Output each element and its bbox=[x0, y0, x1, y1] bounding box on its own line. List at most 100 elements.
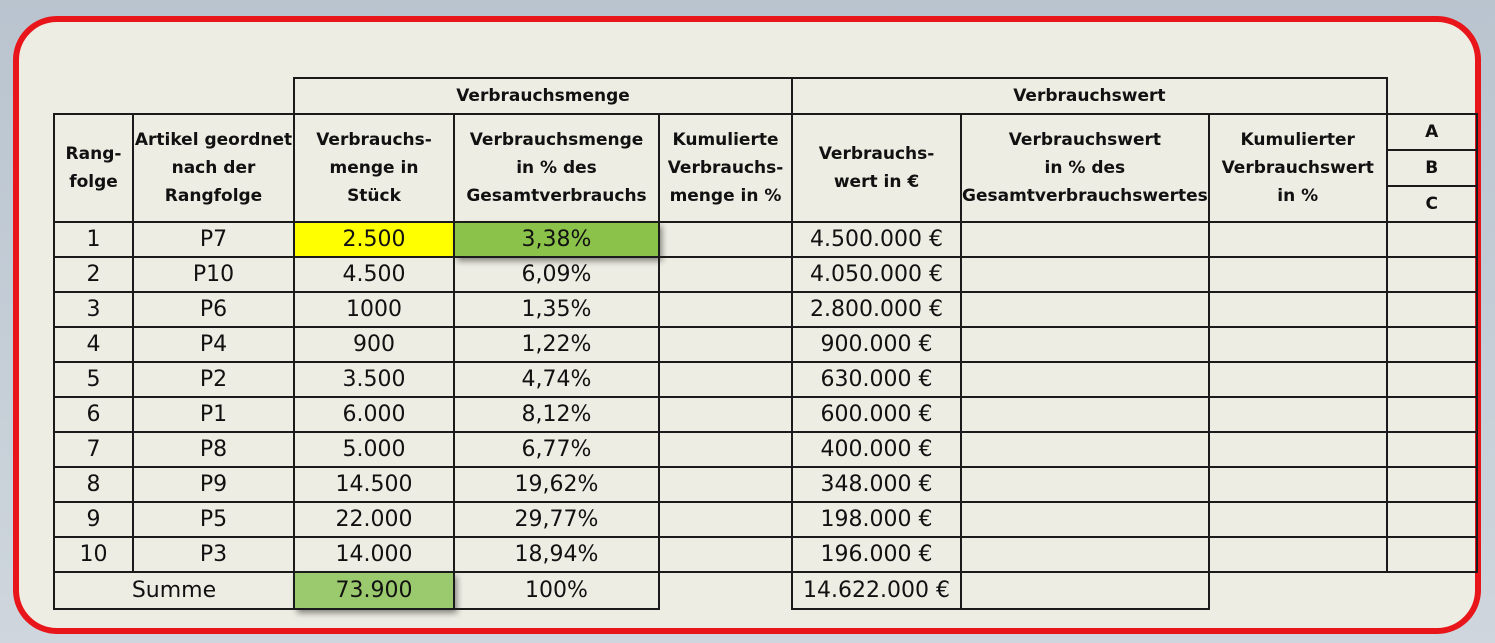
stueck-cell: 3.500 bbox=[293, 361, 455, 398]
artikel-cell: P10 bbox=[132, 256, 295, 293]
wert-cell: 196.000 € bbox=[791, 536, 962, 573]
abc-class-cell bbox=[1385, 396, 1478, 433]
kumuliert-menge-cell bbox=[658, 501, 793, 538]
wert-cell: 2.800.000 € bbox=[791, 291, 962, 328]
class-c-label: C bbox=[1385, 185, 1478, 223]
sum-prozent-cell: 100% bbox=[453, 571, 660, 610]
table-row: 10 P3 14.000 18,94% 196.000 € bbox=[53, 536, 1478, 573]
artikel-cell: P7 bbox=[132, 221, 295, 258]
stueck-cell: 22.000 bbox=[293, 501, 455, 538]
prozent-cell-highlighted: 3,38% bbox=[453, 221, 660, 258]
sum-gap bbox=[658, 571, 792, 609]
prozent-cell: 1,22% bbox=[453, 326, 660, 363]
abc-analysis-table: Verbrauchsmenge Verbrauchswert Rang- fol… bbox=[53, 77, 1478, 610]
stueck-cell-highlighted: 2.500 bbox=[293, 221, 455, 258]
abc-class-cell bbox=[1385, 221, 1478, 258]
table-row: 8 P9 14.500 19,62% 348.000 € bbox=[53, 466, 1478, 503]
stueck-cell: 14.500 bbox=[293, 466, 455, 503]
sum-label: Summe bbox=[53, 571, 295, 610]
wert-prozent-cell bbox=[960, 256, 1210, 293]
col-header-wert-prozent: Verbrauchswert in % des Gesamtverbrauchs… bbox=[960, 113, 1210, 223]
wert-cell: 4.050.000 € bbox=[791, 256, 962, 293]
table-row: 4 P4 900 1,22% 900.000 € bbox=[53, 326, 1478, 363]
abc-class-cell bbox=[1385, 326, 1478, 363]
abc-class-cell bbox=[1385, 291, 1478, 328]
table-row: 1 P7 2.500 3,38% 4.500.000 € bbox=[53, 221, 1478, 258]
wert-prozent-cell bbox=[960, 221, 1210, 258]
kumuliert-menge-cell bbox=[658, 291, 793, 328]
col-header-rangfolge: Rang- folge bbox=[53, 113, 134, 223]
stueck-cell: 14.000 bbox=[293, 536, 455, 573]
artikel-cell: P6 bbox=[132, 291, 295, 328]
stueck-cell: 5.000 bbox=[293, 431, 455, 468]
artikel-cell: P9 bbox=[132, 466, 295, 503]
wert-prozent-cell bbox=[960, 326, 1210, 363]
rang-cell: 6 bbox=[53, 396, 134, 433]
sum-gap-right bbox=[1207, 571, 1387, 609]
prozent-cell: 19,62% bbox=[453, 466, 660, 503]
wert-prozent-cell bbox=[960, 536, 1210, 573]
rang-cell: 7 bbox=[53, 431, 134, 468]
kumuliert-menge-cell bbox=[658, 396, 793, 433]
abc-class-cell bbox=[1385, 256, 1478, 293]
wert-prozent-cell bbox=[960, 291, 1210, 328]
rang-cell: 1 bbox=[53, 221, 134, 258]
rang-cell: 8 bbox=[53, 466, 134, 503]
col-header-menge-kumuliert: Kumulierte Verbrauchs- menge in % bbox=[658, 113, 793, 223]
wert-kumuliert-cell bbox=[1207, 256, 1388, 293]
table-row: 2 P10 4.500 6,09% 4.050.000 € bbox=[53, 256, 1478, 293]
table-row: 6 P1 6.000 8,12% 600.000 € bbox=[53, 396, 1478, 433]
wert-kumuliert-cell bbox=[1207, 466, 1388, 503]
abc-class-cell bbox=[1385, 361, 1478, 398]
rang-cell: 4 bbox=[53, 326, 134, 363]
class-b-label: B bbox=[1385, 149, 1478, 187]
wert-kumuliert-cell bbox=[1207, 431, 1388, 468]
artikel-cell: P5 bbox=[132, 501, 295, 538]
group-header-verbrauchsmenge: Verbrauchsmenge bbox=[293, 77, 793, 115]
wert-kumuliert-cell bbox=[1207, 361, 1388, 398]
wert-cell: 630.000 € bbox=[791, 361, 962, 398]
kumuliert-menge-cell bbox=[658, 466, 793, 503]
prozent-cell: 8,12% bbox=[453, 396, 660, 433]
wert-kumuliert-cell bbox=[1207, 221, 1388, 258]
kumuliert-menge-cell bbox=[658, 431, 793, 468]
wert-kumuliert-cell bbox=[1207, 291, 1388, 328]
empty-corner-right bbox=[1387, 78, 1477, 114]
artikel-cell: P3 bbox=[132, 536, 295, 573]
artikel-cell: P1 bbox=[132, 396, 295, 433]
abc-class-cell bbox=[1385, 466, 1478, 503]
table-row: 7 P8 5.000 6,77% 400.000 € bbox=[53, 431, 1478, 468]
prozent-cell: 6,09% bbox=[453, 256, 660, 293]
artikel-cell: P8 bbox=[132, 431, 295, 468]
prozent-cell: 29,77% bbox=[453, 501, 660, 538]
wert-kumuliert-cell bbox=[1207, 326, 1388, 363]
group-header-verbrauchswert: Verbrauchswert bbox=[791, 77, 1388, 115]
kumuliert-menge-cell bbox=[658, 361, 793, 398]
wert-prozent-cell bbox=[960, 361, 1210, 398]
kumuliert-menge-cell bbox=[658, 256, 793, 293]
wert-cell: 4.500.000 € bbox=[791, 221, 962, 258]
stueck-cell: 1000 bbox=[293, 291, 455, 328]
sum-wert-prozent-cell bbox=[960, 571, 1210, 610]
stueck-cell: 4.500 bbox=[293, 256, 455, 293]
col-header-artikel: Artikel geordnet nach der Rangfolge bbox=[132, 113, 295, 223]
prozent-cell: 4,74% bbox=[453, 361, 660, 398]
stueck-cell: 6.000 bbox=[293, 396, 455, 433]
abc-class-cell bbox=[1385, 431, 1478, 468]
kumuliert-menge-cell bbox=[658, 536, 793, 573]
abc-class-cell bbox=[1385, 536, 1478, 573]
wert-cell: 900.000 € bbox=[791, 326, 962, 363]
col-header-wert-kumuliert: Kumulierter Verbrauchswert in % bbox=[1207, 113, 1388, 223]
wert-kumuliert-cell bbox=[1207, 396, 1388, 433]
rang-cell: 3 bbox=[53, 291, 134, 328]
prozent-cell: 6,77% bbox=[453, 431, 660, 468]
col-header-wert-euro: Verbrauchs- wert in € bbox=[791, 113, 962, 223]
kumuliert-menge-cell bbox=[658, 221, 793, 258]
empty-corner bbox=[54, 78, 294, 114]
wert-cell: 348.000 € bbox=[791, 466, 962, 503]
rang-cell: 2 bbox=[53, 256, 134, 293]
stueck-cell: 900 bbox=[293, 326, 455, 363]
wert-cell: 400.000 € bbox=[791, 431, 962, 468]
table-row: 5 P2 3.500 4,74% 630.000 € bbox=[53, 361, 1478, 398]
col-header-menge-stueck: Verbrauchs- menge in Stück bbox=[293, 113, 455, 223]
